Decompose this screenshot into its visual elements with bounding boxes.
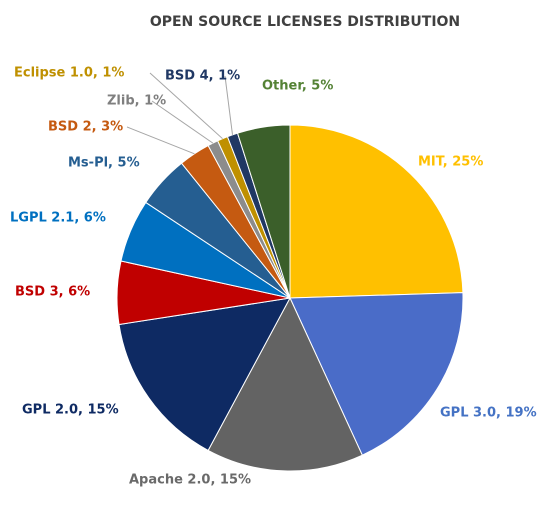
pie-slice [289, 292, 464, 456]
data-label: MIT, 25% [418, 155, 483, 170]
data-label: Ms-Pl, 5% [68, 156, 140, 171]
leader-line [126, 126, 195, 155]
pie-slice [118, 297, 291, 452]
leader-line [224, 75, 233, 135]
data-label: Zlib, 1% [107, 94, 166, 109]
data-label: Eclipse 1.0, 1% [14, 66, 124, 81]
chart-title: OPEN SOURCE LICENSES DISTRIBUTION [150, 14, 460, 30]
pie-slice [207, 296, 363, 472]
data-label: BSD 4, 1% [165, 69, 240, 84]
data-label: GPL 3.0, 19% [440, 406, 537, 421]
pie-slice [289, 124, 464, 299]
data-label: Apache 2.0, 15% [129, 473, 251, 488]
leader-line [151, 100, 214, 144]
data-label: Other, 5% [262, 79, 333, 94]
pie-slice [236, 124, 291, 299]
data-label: GPL 2.0, 15% [22, 403, 119, 418]
data-label: LGPL 2.1, 6% [10, 211, 106, 226]
data-label: BSD 2, 3% [48, 120, 123, 135]
leader-line [149, 72, 223, 140]
data-label: BSD 3, 6% [15, 285, 90, 300]
